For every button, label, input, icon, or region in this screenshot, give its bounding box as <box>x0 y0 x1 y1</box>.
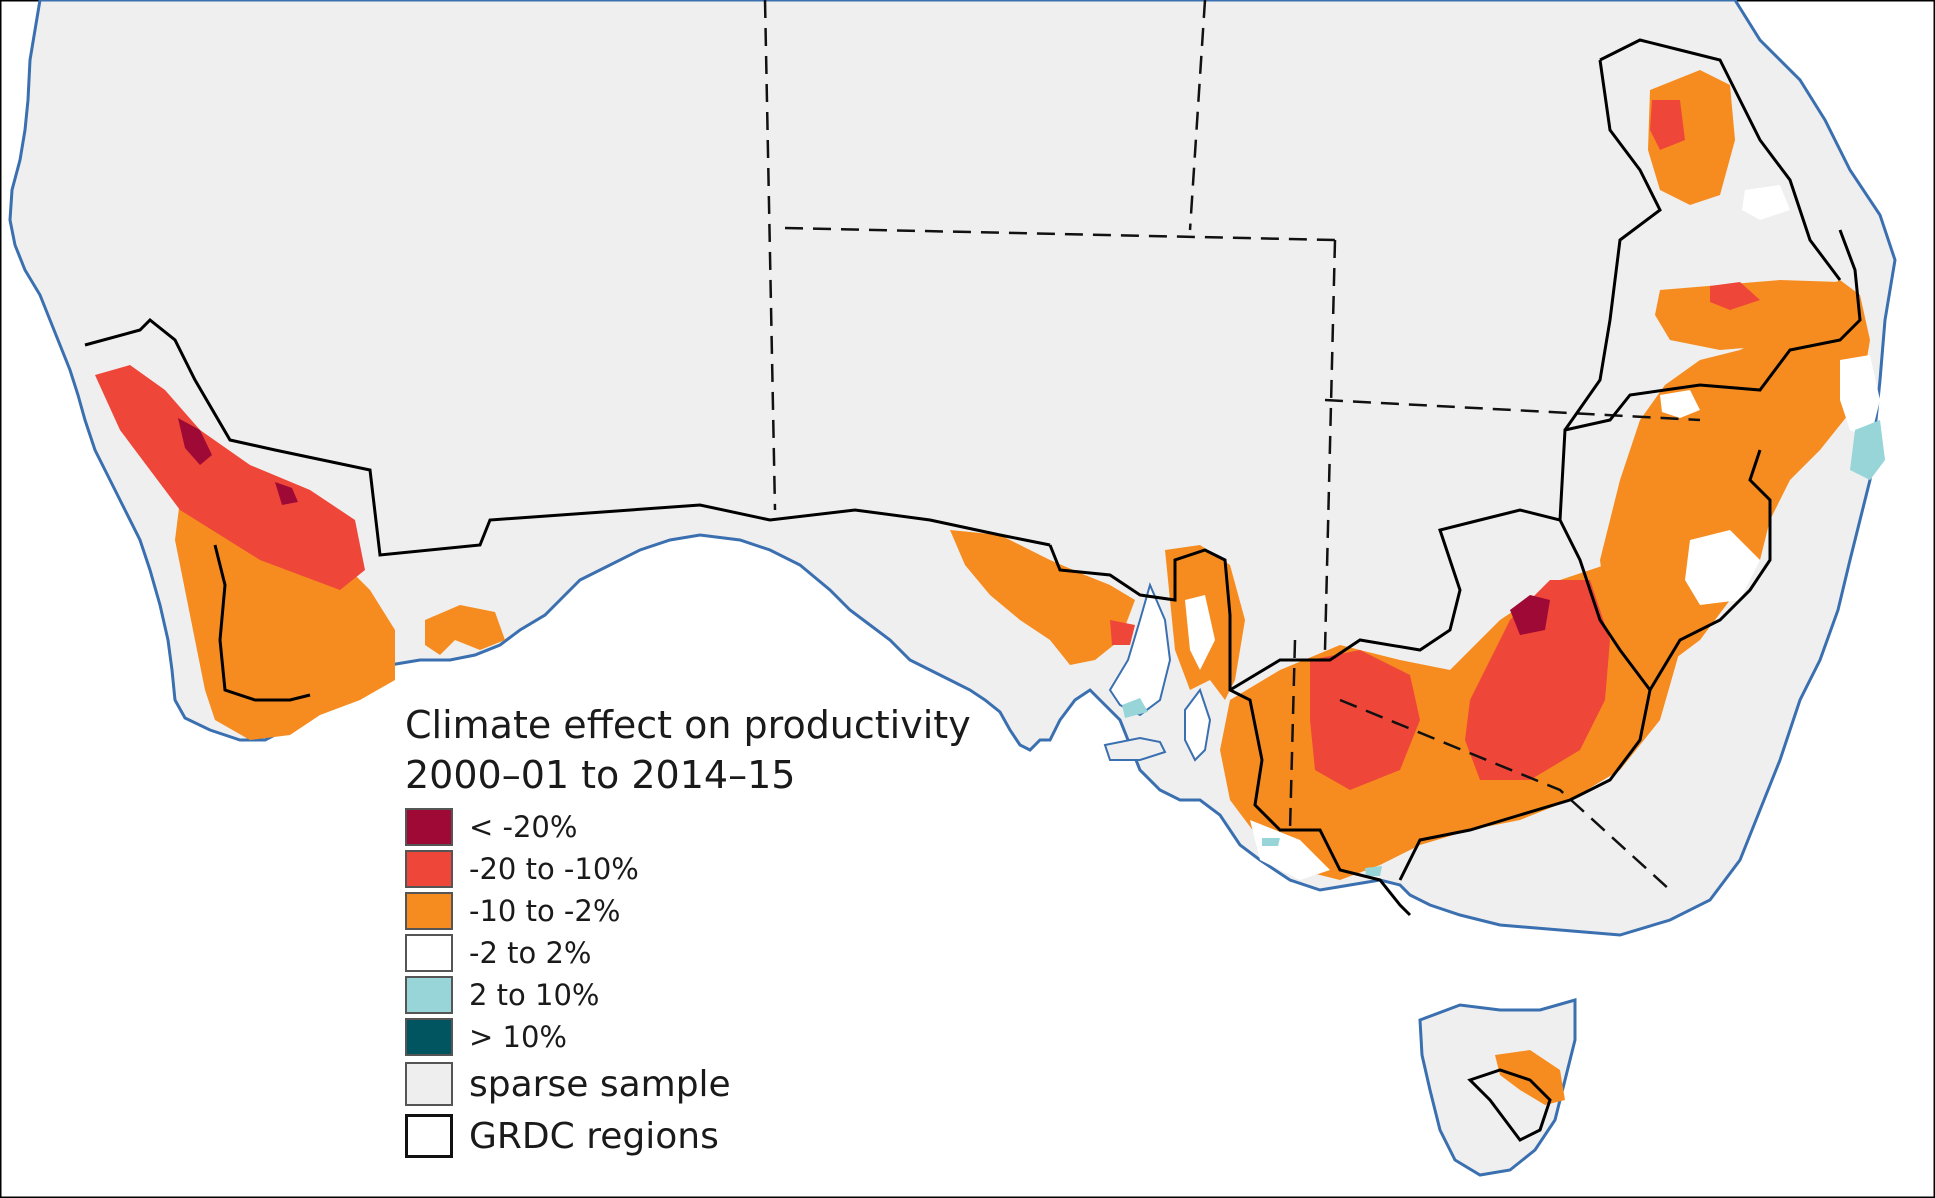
legend-item: < -20% <box>405 806 1045 848</box>
grdc-region-wa-south <box>213 544 311 702</box>
nsw-white-patch-1 <box>1685 530 1760 605</box>
legend-label: -20 to -10% <box>469 852 639 886</box>
legend-swatch <box>405 976 453 1014</box>
legend-swatch <box>405 892 453 930</box>
legend-swatch-regions <box>405 1114 453 1158</box>
nsw-darkred <box>1510 595 1550 635</box>
vic-red-zone <box>1310 650 1420 790</box>
qld-red-patch <box>1710 282 1760 310</box>
nqld-white-patch <box>1742 185 1790 220</box>
nt-sa-border <box>784 226 1336 242</box>
wa-darkred-1 <box>178 418 212 465</box>
legend-label-sparse: sparse sample <box>469 1063 731 1105</box>
sa-qld-nsw-border <box>1323 239 1337 651</box>
legend-label: -2 to 2% <box>469 936 592 970</box>
nt-qld-border <box>1188 0 1207 231</box>
legend-list: < -20% -20 to -10% -10 to -2% -2 to 2% 2… <box>405 806 1045 1162</box>
tas-orange-zone <box>1495 1050 1565 1105</box>
legend-item: -10 to -2% <box>405 890 1045 932</box>
grdc-region-tas <box>1467 1068 1552 1142</box>
vic-teal-small-2 <box>1365 866 1382 876</box>
legend: Climate effect on productivity 2000–01 t… <box>405 700 1045 1162</box>
sa-vic-border <box>1288 639 1297 831</box>
gulf-st-vincent <box>1184 687 1212 762</box>
legend-swatch <box>405 850 453 888</box>
legend-label: < -20% <box>469 810 578 844</box>
legend-item: > 10% <box>405 1016 1045 1058</box>
state-borders <box>763 0 1701 891</box>
grdc-region-nsw-east <box>1648 449 1772 691</box>
legend-item: -20 to -10% <box>405 848 1045 890</box>
sa-red-patch <box>1110 620 1135 645</box>
grdc-region-qld <box>1599 38 1842 281</box>
qld-east-teal <box>1850 420 1885 480</box>
legend-label: > 10% <box>469 1020 567 1054</box>
productivity-zones <box>95 70 1885 1105</box>
grdc-region-wa-north <box>84 317 1051 557</box>
vic-teal-small <box>1262 838 1280 846</box>
legend-item: 2 to 10% <box>405 974 1045 1016</box>
grdc-region-nsw <box>1558 229 1862 521</box>
qld-orange-patch <box>1655 280 1860 350</box>
nsw-vic-border <box>1339 698 1671 891</box>
wa-red-zone <box>95 365 365 590</box>
sa-teal-patch <box>1122 698 1148 718</box>
legend-title-line1: Climate effect on productivity <box>405 703 971 747</box>
legend-item-regions: GRDC regions <box>405 1110 1045 1162</box>
legend-label-regions: GRDC regions <box>469 1115 719 1157</box>
nsw-red-zone <box>1465 580 1610 780</box>
vic-south-white <box>1250 820 1330 880</box>
legend-swatch-sparse <box>405 1062 453 1106</box>
legend-label: -10 to -2% <box>469 894 621 928</box>
grdc-region-qld-west <box>1563 59 1662 431</box>
sa-orange-zone <box>950 530 1135 665</box>
legend-item: -2 to 2% <box>405 932 1045 974</box>
legend-title-line2: 2000–01 to 2014–15 <box>405 753 796 797</box>
wa-darkred-2 <box>275 482 298 505</box>
nsw-qld-orange-belt <box>1600 280 1870 670</box>
wa-sa-border <box>763 0 777 511</box>
nsw-white-patch-2 <box>1660 390 1700 418</box>
legend-swatch <box>405 934 453 972</box>
legend-swatch <box>405 1018 453 1056</box>
qld-east-white <box>1840 355 1880 440</box>
grdc-region-vic <box>1229 508 1652 881</box>
legend-swatch <box>405 808 453 846</box>
wa-east-orange <box>425 605 505 655</box>
legend-label: 2 to 10% <box>469 978 600 1012</box>
nqld-red-patch <box>1650 100 1685 150</box>
kangaroo-island <box>1103 736 1167 761</box>
grdc-region-outlines <box>84 38 1862 1142</box>
nsw-qld-border <box>1324 398 1701 422</box>
legend-item-sparse: sparse sample <box>405 1058 1045 1110</box>
sa-yorke-white <box>1185 595 1215 670</box>
